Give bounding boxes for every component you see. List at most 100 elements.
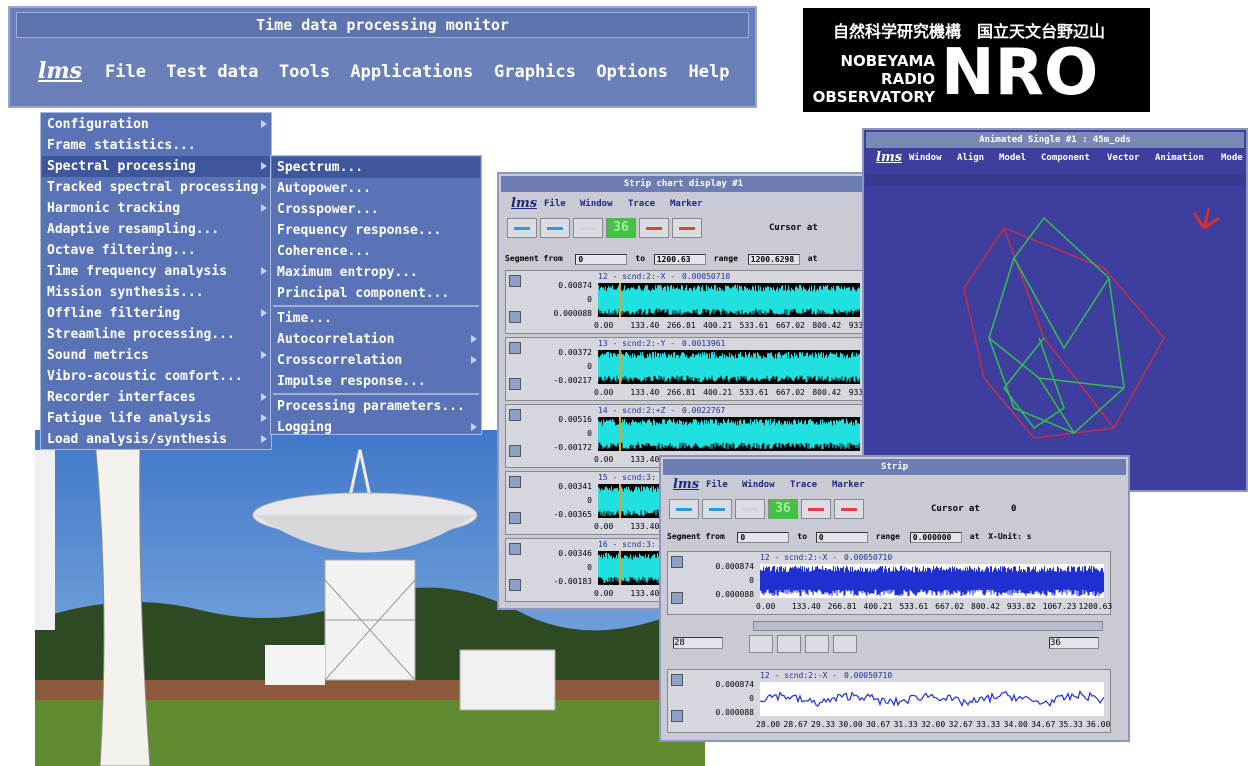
menu-item[interactable]: Applications	[350, 62, 473, 82]
side-button[interactable]	[671, 592, 683, 604]
menu-item[interactable]: File	[706, 480, 728, 490]
zoom-field[interactable]: 28	[673, 637, 723, 649]
menu-item[interactable]: Help	[689, 62, 730, 82]
side-button[interactable]	[671, 710, 683, 722]
menu-item[interactable]: Logging	[272, 417, 480, 438]
input-field[interactable]: 0	[816, 532, 868, 543]
side-button[interactable]	[509, 311, 521, 323]
menu-item[interactable]: Trace	[628, 199, 655, 209]
menu-item[interactable]: Trace	[790, 480, 817, 490]
menu-item[interactable]: Animation	[1155, 153, 1204, 163]
menu-item[interactable]: Test data	[166, 62, 258, 82]
menu-item[interactable]: File	[544, 199, 566, 209]
button-icon	[742, 508, 758, 511]
menu-item[interactable]: Spectral processing	[42, 156, 270, 177]
side-button[interactable]	[509, 476, 521, 488]
side-button[interactable]	[509, 543, 521, 555]
strip-chart-window: StriplmsFileWindowTraceMarker36Cursor at…	[659, 455, 1130, 742]
side-button[interactable]	[509, 275, 521, 287]
menu-item[interactable]: Frequency response...	[272, 220, 480, 241]
x-tick-label: 400.21	[864, 602, 893, 611]
menu-item[interactable]: Maximum entropy...	[272, 262, 480, 283]
menu-item[interactable]: Window	[742, 480, 775, 490]
side-button[interactable]	[671, 556, 683, 568]
toolbar-button[interactable]	[573, 218, 603, 238]
menu-item[interactable]: Time...	[272, 308, 480, 329]
side-button[interactable]	[509, 378, 521, 390]
menu-item[interactable]: Fatigue life analysis	[42, 408, 270, 429]
menu-item[interactable]: Frame statistics...	[42, 135, 270, 156]
menu-item[interactable]: Autopower...	[272, 178, 480, 199]
menu-item[interactable]: Time frequency analysis	[42, 261, 270, 282]
menu-item[interactable]: Configuration	[42, 114, 270, 135]
side-button[interactable]	[671, 674, 683, 686]
toolbar-number[interactable]: 36	[607, 218, 635, 238]
menu-item[interactable]: Impulse response...	[272, 371, 480, 392]
menu-item[interactable]: Component	[1041, 153, 1090, 163]
menu-item[interactable]: Streamline processing...	[42, 324, 270, 345]
input-field[interactable]: 0.000000	[910, 532, 962, 543]
input-field[interactable]: 0	[575, 254, 627, 265]
menu-item[interactable]: Adaptive resampling...	[42, 219, 270, 240]
zoom-button[interactable]	[749, 635, 773, 653]
side-button[interactable]	[509, 579, 521, 591]
menu-item[interactable]: Crosscorrelation	[272, 350, 480, 371]
menu-item[interactable]: Octave filtering...	[42, 240, 270, 261]
zoom-button[interactable]	[833, 635, 857, 653]
x-tick-label: 36.00	[1086, 720, 1110, 729]
submenu-arrow	[261, 120, 267, 128]
input-field[interactable]: 1200.63	[654, 254, 706, 265]
menu-item[interactable]: Crosspower...	[272, 199, 480, 220]
menu-item[interactable]: Autocorrelation	[272, 329, 480, 350]
menu-item[interactable]: Mode	[1221, 153, 1243, 163]
zoom-button[interactable]	[805, 635, 829, 653]
menu-item[interactable]: Marker	[670, 199, 703, 209]
side-button[interactable]	[509, 512, 521, 524]
menu-item[interactable]: Sound metrics	[42, 345, 270, 366]
menu-item[interactable]: Vector	[1107, 153, 1140, 163]
side-button[interactable]	[509, 409, 521, 421]
toolbar-button[interactable]	[672, 218, 702, 238]
menu-item[interactable]: Recorder interfaces	[42, 387, 270, 408]
channel-label: 15 - scnd:3:	[598, 473, 656, 482]
toolbar-button[interactable]	[801, 499, 831, 519]
x-tick-label: 0.00	[594, 388, 613, 397]
menu-item[interactable]: Window	[909, 153, 942, 163]
toolbar-number[interactable]: 36	[769, 499, 797, 519]
menu-item[interactable]: Processing parameters...	[272, 396, 480, 417]
y-top-label: 0.000874	[690, 680, 754, 689]
menu-item[interactable]: Graphics	[494, 62, 576, 82]
menu-item[interactable]: Principal component...	[272, 283, 480, 304]
input-field[interactable]: 1200.6298	[748, 254, 800, 265]
menu-item[interactable]: File	[105, 62, 146, 82]
dropdown-menu: ConfigurationFrame statistics...Spectral…	[40, 112, 272, 450]
toolbar-button[interactable]	[702, 499, 732, 519]
app-logo: lms	[673, 477, 699, 492]
menu-item[interactable]: Spectrum...	[272, 157, 480, 178]
menu-item[interactable]: Mission synthesis...	[42, 282, 270, 303]
menu-item[interactable]: Harmonic tracking	[42, 198, 270, 219]
toolbar-button[interactable]	[669, 499, 699, 519]
menu-item[interactable]: Offline filtering	[42, 303, 270, 324]
menu-item[interactable]: Vibro-acoustic comfort...	[42, 366, 270, 387]
toolbar-button[interactable]	[540, 218, 570, 238]
side-button[interactable]	[509, 342, 521, 354]
menu-item[interactable]: Model	[999, 153, 1026, 163]
menu-item[interactable]: Options	[596, 62, 668, 82]
menu-item[interactable]: Marker	[832, 480, 865, 490]
menu-item[interactable]: Window	[580, 199, 613, 209]
toolbar-button[interactable]	[735, 499, 765, 519]
submenu-arrow	[261, 393, 267, 401]
toolbar-button[interactable]	[639, 218, 669, 238]
menu-item[interactable]: Load analysis/synthesis	[42, 429, 270, 450]
side-button[interactable]	[509, 445, 521, 457]
menu-item[interactable]: Tracked spectral processing	[42, 177, 270, 198]
menu-item[interactable]: Tools	[279, 62, 330, 82]
zoom-button[interactable]	[777, 635, 801, 653]
menu-item[interactable]: Coherence...	[272, 241, 480, 262]
zoom-field[interactable]: 36	[1049, 637, 1099, 649]
toolbar-button[interactable]	[834, 499, 864, 519]
toolbar-button[interactable]	[507, 218, 537, 238]
menu-item[interactable]: Align	[957, 153, 984, 163]
input-field[interactable]: 0	[737, 532, 789, 543]
